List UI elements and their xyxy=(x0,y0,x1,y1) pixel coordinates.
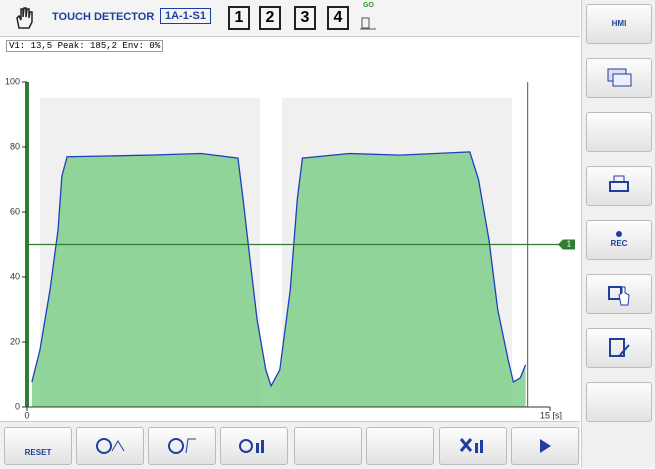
empty-button[interactable] xyxy=(294,427,362,465)
play-button[interactable] xyxy=(511,427,579,465)
header: TOUCH DETECTOR 1A-1-S1 1 2 3 4 GO xyxy=(0,0,580,37)
rec-button[interactable]: REC xyxy=(586,220,652,260)
chart: 0 20 40 60 80 100 0 15 [s] 1 xyxy=(5,76,575,420)
threshold-marker xyxy=(558,239,575,250)
hmi-button[interactable]: HMI xyxy=(586,4,652,44)
threshold-label: 1 xyxy=(567,240,572,249)
rec-dot xyxy=(616,231,622,237)
toolbar: RESET xyxy=(0,421,580,469)
y-tick-label: 60 xyxy=(10,206,20,216)
icon xyxy=(608,286,630,306)
icon xyxy=(609,338,630,357)
channel-button[interactable]: 4 xyxy=(327,6,349,30)
channel-button[interactable]: 2 xyxy=(259,6,281,30)
go-indicator: GO xyxy=(363,2,374,9)
rec-label: REC xyxy=(610,239,628,248)
y-tick-label: 20 xyxy=(10,336,20,346)
x-tick-label: 0 xyxy=(24,410,29,420)
icon xyxy=(540,439,551,453)
reset-button[interactable]: RESET xyxy=(4,427,72,465)
sidebar: HMI REC xyxy=(581,0,655,468)
channel-button[interactable]: 1 xyxy=(228,6,250,30)
tool-button[interactable] xyxy=(220,427,288,465)
y-tick-label: 0 xyxy=(15,401,20,411)
icon xyxy=(609,175,629,192)
status-text: V1: 13,5 Peak: 185,2 Env: 0% xyxy=(6,40,164,52)
icon xyxy=(96,438,125,454)
y-tick-label: 100 xyxy=(5,76,20,86)
settings-button[interactable] xyxy=(586,328,652,368)
empty-button[interactable] xyxy=(586,112,652,152)
icon xyxy=(168,438,196,454)
touch-button[interactable] xyxy=(586,274,652,314)
status-bar: V1: 13,5 Peak: 185,2 Env: 0% xyxy=(3,40,166,52)
empty-button[interactable] xyxy=(586,382,652,422)
print-button[interactable] xyxy=(586,166,652,206)
icon xyxy=(239,439,264,453)
empty-button[interactable] xyxy=(366,427,434,465)
icon xyxy=(459,438,483,453)
tool-button[interactable] xyxy=(439,427,507,465)
hand-icon xyxy=(16,7,33,29)
line xyxy=(31,151,527,388)
channel-button[interactable]: 3 xyxy=(294,6,316,30)
y-tick-label: 40 xyxy=(10,271,20,281)
x-tick-label: 15 [s] xyxy=(540,410,562,420)
icon xyxy=(607,68,632,87)
hmi-label: HMI xyxy=(611,19,627,28)
y-tick-label: 80 xyxy=(10,141,20,151)
title: TOUCH DETECTOR xyxy=(52,11,155,23)
reset-label: RESET xyxy=(24,448,52,457)
go-icon xyxy=(360,17,376,30)
sensor-id[interactable]: 1A-1-S1 xyxy=(160,8,211,24)
windows-button[interactable] xyxy=(586,58,652,98)
area xyxy=(31,151,526,407)
tool-button[interactable] xyxy=(148,427,216,465)
tool-button[interactable] xyxy=(76,427,144,465)
